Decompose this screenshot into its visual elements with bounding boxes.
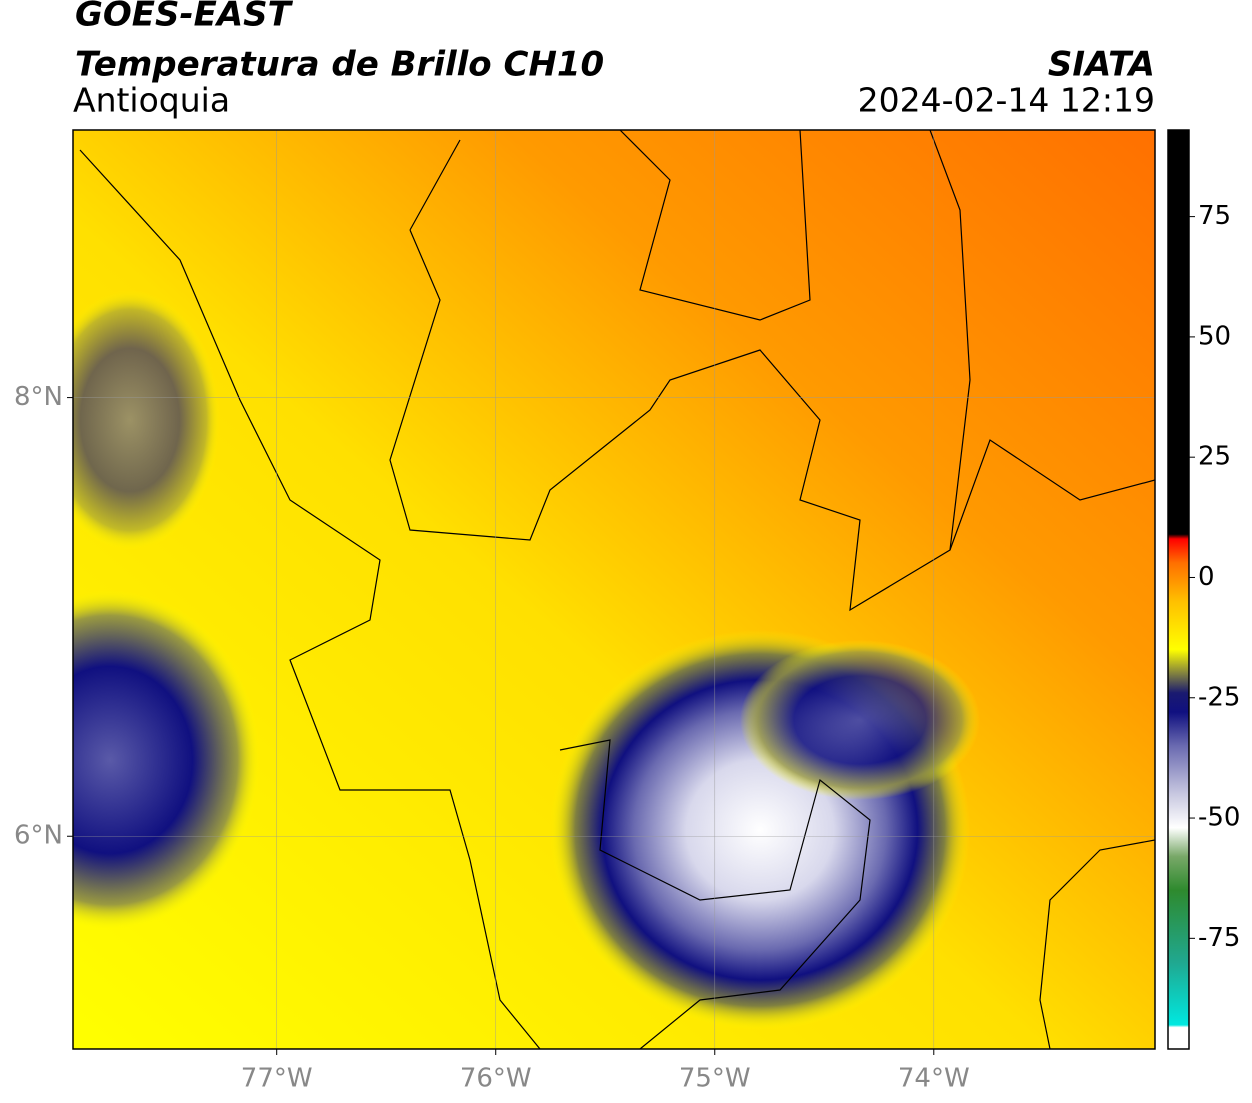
- colorbar-tick-label: -75: [1198, 923, 1240, 953]
- map-imagery: [73, 130, 1155, 1049]
- colorbar-tick-label: 50: [1198, 321, 1231, 351]
- x-tick-label: 77°W: [241, 1064, 313, 1094]
- subtitle: Temperatura de Brillo CH10: [75, 45, 604, 85]
- graticule: [73, 130, 1155, 1049]
- title: GOES-EAST: [75, 0, 294, 35]
- y-tick-label: 8°N: [14, 382, 63, 412]
- datetime: 2024-02-14 12:19: [858, 81, 1155, 120]
- colorbar-tick-label: 25: [1198, 442, 1231, 472]
- region: Antioquia: [73, 81, 230, 120]
- agency: SIATA: [1048, 45, 1155, 85]
- x-tick-label: 75°W: [679, 1064, 751, 1094]
- y-tick-label: 6°N: [14, 821, 63, 851]
- colorbar-tick-label: 75: [1198, 201, 1231, 231]
- colorbar-tick-label: -50: [1198, 803, 1240, 833]
- colorbar: [1167, 129, 1190, 1050]
- map-frame: [72, 129, 1156, 1050]
- colorbar-tick-label: -25: [1198, 682, 1240, 712]
- colorbar-tick-label: 0: [1198, 562, 1215, 592]
- x-tick-label: 74°W: [898, 1064, 970, 1094]
- x-tick-label: 76°W: [460, 1064, 532, 1094]
